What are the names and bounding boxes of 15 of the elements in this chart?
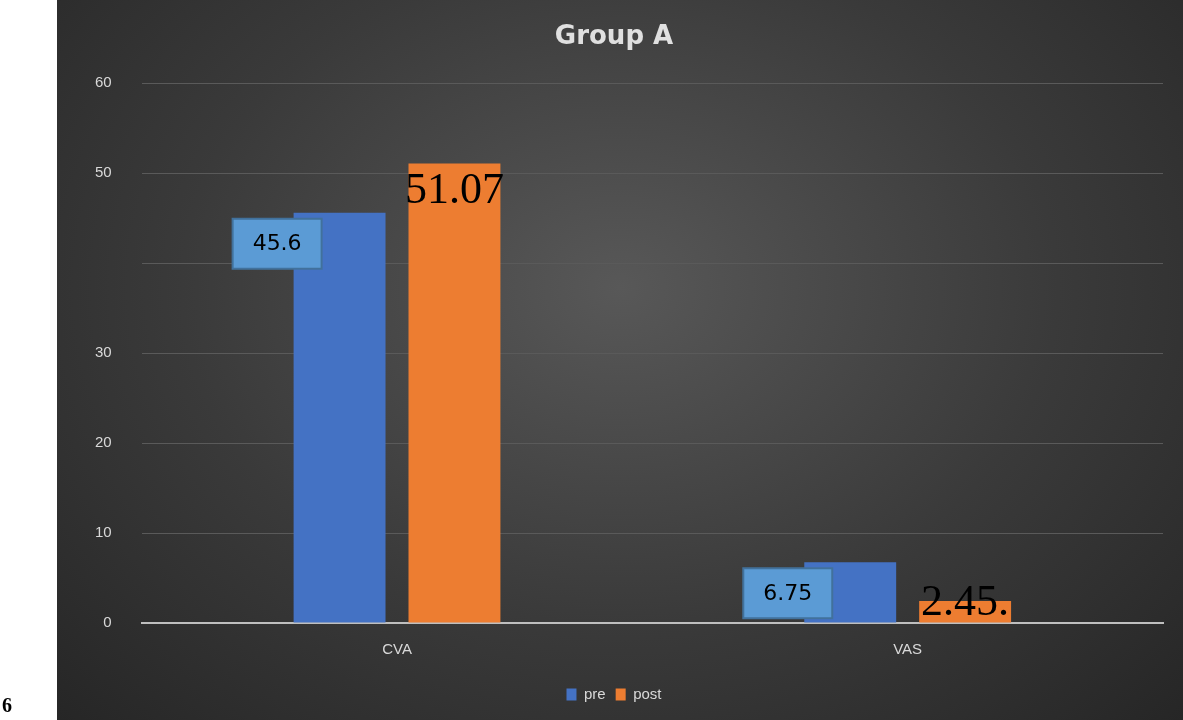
y-tick-label: 50 — [95, 163, 112, 181]
bar — [408, 163, 501, 623]
text: 6 — [2, 694, 12, 717]
y-tick-label: 0 — [103, 613, 112, 631]
x-tick-label: CVA — [382, 640, 412, 658]
y-tick-label: 30 — [95, 343, 112, 361]
y-tick-label: 10 — [95, 523, 112, 541]
data-label: 6.75 — [763, 579, 813, 605]
x-tick-label: VAS — [893, 640, 923, 658]
y-tick-label: 20 — [95, 433, 112, 451]
legend-label: post — [633, 684, 663, 702]
data-label: 45.6 — [252, 230, 302, 256]
chart-title: Group A — [554, 20, 674, 51]
y-tick-label: 60 — [95, 73, 112, 91]
legend-label: pre — [583, 684, 606, 702]
